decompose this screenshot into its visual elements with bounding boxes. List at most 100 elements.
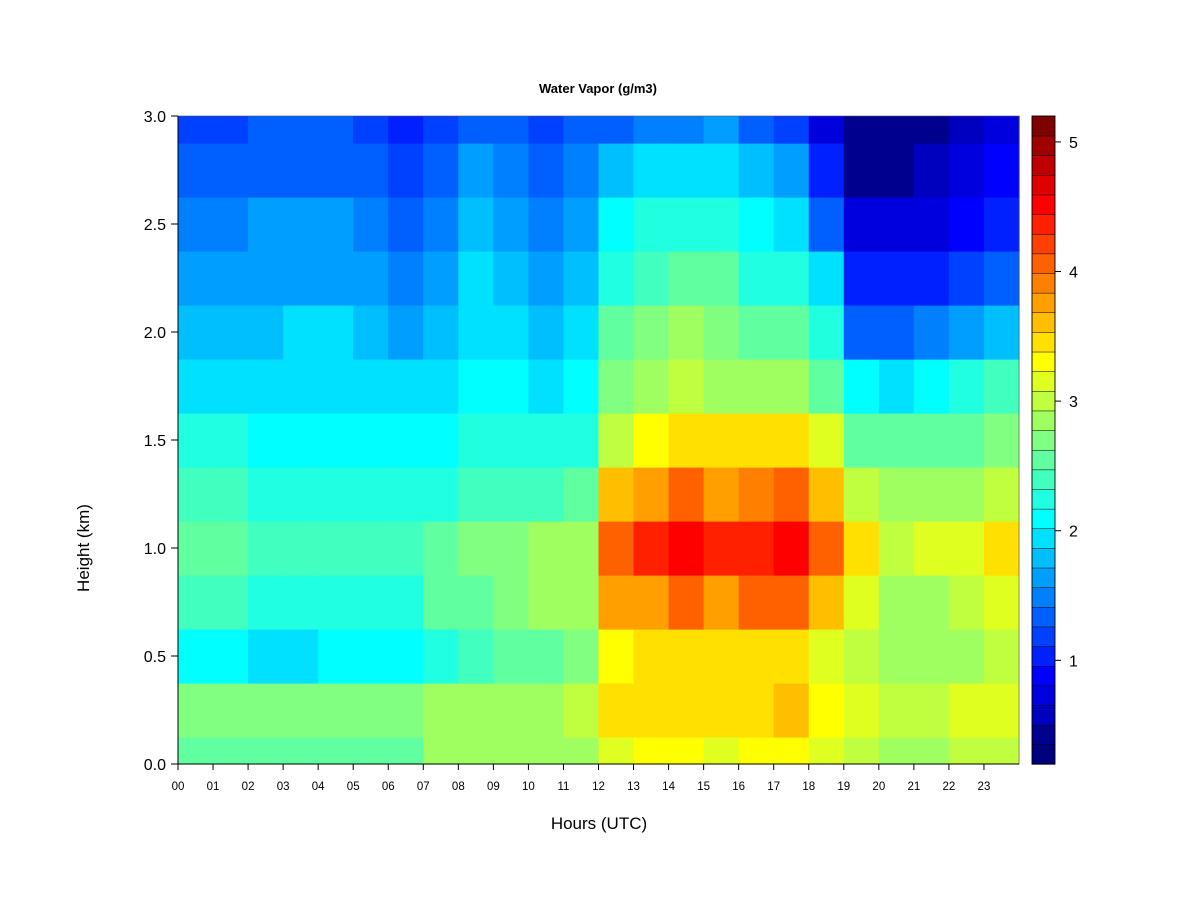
colorbar-level [1031,115,1056,137]
heatmap-cell [493,143,530,198]
heatmap-cell [703,143,740,198]
heatmap-cell [178,629,214,684]
heatmap-cell [843,413,880,468]
x-tick-label: 23 [978,781,991,793]
heatmap-cell [598,521,635,576]
heatmap-cell [318,467,354,522]
heatmap-cell [318,305,354,360]
heatmap-cell [703,305,740,360]
heatmap-cell [843,251,880,306]
heatmap-cell [948,197,985,252]
heatmap-cell [563,575,600,630]
x-tick-label: 08 [452,781,465,793]
heatmap-cell [983,737,1020,765]
colorbar-level [1031,528,1056,549]
x-tick-label: 02 [242,781,255,793]
colorbar-level [1031,724,1056,746]
heatmap-cell [878,575,915,630]
colorbar-level [1031,429,1056,451]
heatmap-cell [878,359,915,414]
heatmap-cell [423,251,459,306]
heatmap-cell [808,629,845,684]
heatmap-cell [248,197,284,252]
heatmap-cell [423,629,459,684]
heatmap-cell [458,143,494,198]
heatmap-cell [703,737,740,765]
colorbar-level [1031,292,1056,314]
heatmap-cell [493,683,530,738]
heatmap-cell [913,683,950,738]
colorbar-level [1031,155,1056,176]
y-axis-label: Height (km) [74,504,93,592]
colorbar-tick-label: 5 [1069,135,1078,152]
heatmap-cell [668,197,705,252]
heatmap-cell [248,575,284,630]
heatmap-cell [913,197,950,252]
heatmap-cell [318,116,354,144]
heatmap-cell [983,251,1020,306]
heatmap-cell [528,116,565,144]
heatmap-cell [983,116,1020,144]
heatmap-cell [808,737,845,765]
heatmap-cell [458,467,494,522]
heatmap-cell [738,359,775,414]
heatmap-cell [423,143,459,198]
x-tick-label: 19 [837,781,850,793]
heatmap-cell [633,305,670,360]
heatmap-cell [948,359,985,414]
colorbar-level [1031,371,1056,392]
heatmap-cell [528,413,565,468]
heatmap-cell [563,251,600,306]
heatmap-cell [913,116,950,144]
heatmap-cell [388,305,424,360]
heatmap-cell [248,467,284,522]
x-tick-label: 15 [697,781,710,793]
heatmap-cell [528,629,565,684]
y-tick-label: 0.0 [144,757,166,774]
heatmap-cell [808,413,845,468]
heatmap-cell [353,521,389,576]
heatmap-cell [528,197,565,252]
heatmap-cell [493,359,530,414]
heatmap-cell [913,413,950,468]
heatmap-cell [668,413,705,468]
heatmap-cell [528,737,565,765]
heatmap-cell [598,197,635,252]
heatmap-cell [563,737,600,765]
heatmap-cell [808,251,845,306]
heatmap-cell [528,251,565,306]
heatmap-cell [248,737,284,765]
colorbar-tick-label: 2 [1069,524,1078,541]
heatmap-cell [598,683,635,738]
heatmap-cell [773,197,810,252]
heatmap-cell [458,737,494,765]
heatmap-cell [948,413,985,468]
heatmap-cell [563,305,600,360]
heatmap-cell [493,197,530,252]
heatmap-cell [948,251,985,306]
colorbar-level [1031,213,1056,235]
heatmap-cell [318,737,354,765]
colorbar-level [1031,685,1056,706]
heatmap-cell [528,359,565,414]
heatmap-cell [493,413,530,468]
heatmap-cell [703,521,740,576]
x-tick-label: 07 [417,781,430,793]
heatmap-cell [178,359,214,414]
heatmap-cell [633,521,670,576]
heatmap-cell [668,575,705,630]
colorbar-level [1031,135,1056,156]
heatmap-cell [878,521,915,576]
heatmap-cell [423,116,459,144]
heatmap-cell [598,575,635,630]
colorbar-level [1031,469,1056,490]
heatmap-cell [248,251,284,306]
heatmap-cell [773,116,810,144]
heatmap-cell [493,116,530,144]
heatmap-cell [913,305,950,360]
heatmap-cell [213,116,249,144]
heatmap-cell [773,467,810,522]
heatmap-cell [283,683,319,738]
colorbar-level [1031,253,1056,274]
